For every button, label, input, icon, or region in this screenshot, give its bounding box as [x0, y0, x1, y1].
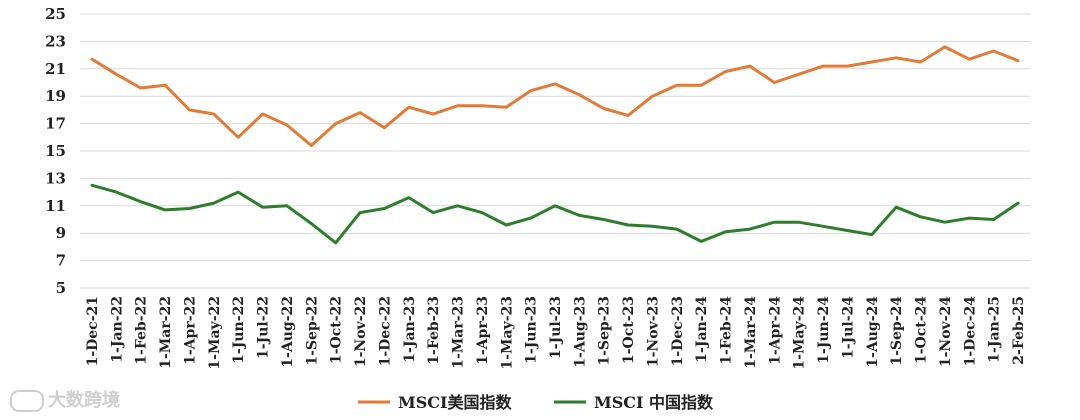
watermark-logo-icon: [10, 390, 44, 412]
x-tick-label: 2-Feb-25: [1011, 296, 1027, 365]
x-tick-label: 1-Oct-23: [621, 296, 637, 364]
y-tick-label: 15: [45, 142, 66, 160]
x-tick-label: 1-Dec-23: [670, 296, 686, 366]
x-tick-label: 1-Jun-23: [524, 296, 540, 364]
x-tick-label: 1-Aug-24: [865, 296, 881, 368]
x-tick-label: 1-Aug-22: [280, 296, 296, 368]
x-tick-label: 1-Sep-24: [889, 296, 905, 366]
x-tick-label: 1-Feb-24: [719, 296, 735, 365]
x-tick-label: 1-Apr-24: [767, 296, 783, 365]
x-tick-label: 1-Nov-23: [645, 296, 661, 367]
watermark-text: 大数跨境: [48, 390, 120, 411]
x-tick-label: 1-Feb-23: [426, 296, 442, 365]
x-tick-label: 1-Mar-22: [158, 296, 174, 369]
grid-lines: [80, 13, 1030, 289]
y-tick-label: 19: [45, 87, 66, 105]
series-lines: [90, 45, 1020, 245]
y-tick-label: 17: [45, 115, 66, 133]
x-tick-label: 1-Feb-22: [134, 296, 150, 365]
y-tick-label: 21: [45, 60, 66, 78]
y-axis-ticks: 5 7 9 11 13 15 17 19 21 23 25: [45, 5, 66, 297]
x-tick-label: 1-Jan-24: [694, 296, 710, 363]
series-line-1: [90, 183, 1020, 245]
x-tick-label: 1-Dec-24: [962, 296, 978, 367]
x-tick-label: 1-Oct-22: [329, 296, 345, 364]
x-tick-label: 1-Jul-22: [256, 296, 272, 359]
y-tick-label: 7: [56, 252, 66, 270]
series-line-0: [90, 45, 1020, 147]
x-tick-label: 1-Dec-22: [377, 296, 393, 366]
x-tick-label: 1-Jan-23: [402, 296, 418, 363]
x-tick-label: 1-Jan-22: [109, 296, 125, 363]
x-tick-label: 1-Nov-22: [353, 296, 369, 367]
x-tick-label: 1-Mar-24: [743, 296, 759, 369]
x-tick-label: 1-Aug-23: [572, 296, 588, 368]
x-axis-ticks: 1-Dec-21 1-Jan-22 1-Feb-22 1-Mar-22 1-Apr-22…: [85, 296, 1027, 370]
x-tick-label: 1-Mar-23: [451, 296, 467, 369]
y-tick-label: 11: [45, 197, 66, 215]
x-tick-label: 1-Apr-23: [475, 296, 491, 365]
x-tick-label: 1-Jul-23: [548, 296, 564, 359]
x-tick-label: 1-May-24: [792, 296, 808, 370]
y-tick-label: 25: [45, 5, 66, 23]
legend: MSCI美国指数 MSCI 中国指数: [358, 393, 714, 412]
x-tick-label: 1-Jan-25: [987, 296, 1003, 363]
x-tick-label: 1-Apr-22: [182, 296, 198, 365]
x-tick-label: 1-May-23: [499, 296, 515, 370]
x-tick-label: 1-Dec-21: [85, 296, 101, 366]
x-tick-label: 1-Nov-24: [938, 296, 954, 367]
y-tick-label: 5: [56, 279, 66, 297]
legend-label-0: MSCI美国指数: [398, 393, 512, 412]
watermark: 大数跨境: [10, 386, 120, 412]
legend-label-1: MSCI 中国指数: [594, 393, 714, 412]
y-tick-label: 9: [56, 224, 66, 242]
x-tick-label: 1-Sep-23: [597, 296, 613, 366]
x-tick-label: 1-Jul-24: [840, 296, 856, 359]
x-tick-label: 1-Jun-24: [816, 296, 832, 364]
x-tick-label: 1-Jun-22: [231, 296, 247, 364]
x-tick-label: 1-Oct-24: [914, 296, 930, 364]
x-tick-label: 1-May-22: [207, 296, 223, 370]
y-tick-label: 23: [45, 32, 66, 50]
y-tick-label: 13: [45, 169, 66, 187]
x-tick-label: 1-Sep-22: [304, 296, 320, 366]
